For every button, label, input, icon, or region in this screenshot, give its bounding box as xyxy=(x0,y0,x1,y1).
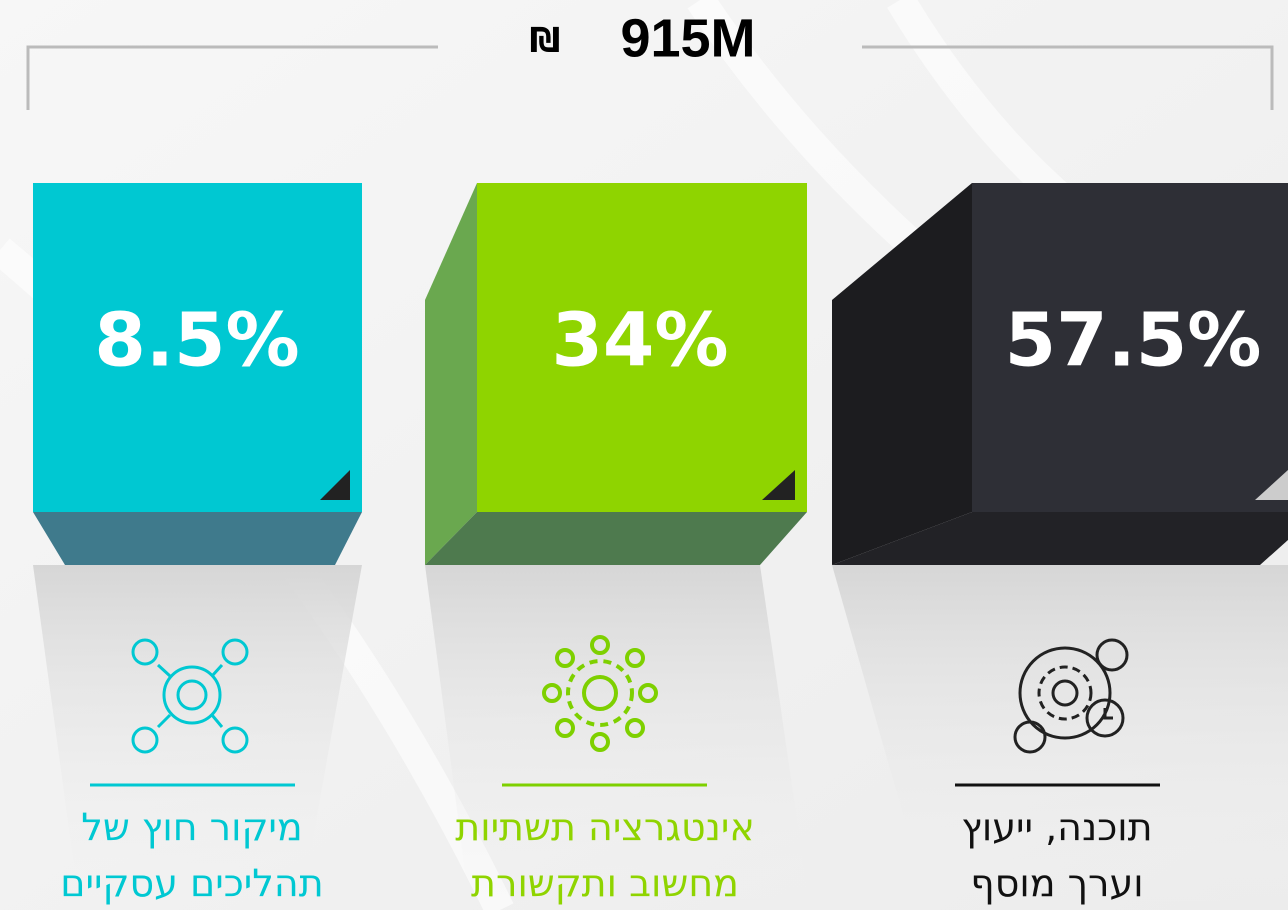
category-label: וערך מוסף xyxy=(970,862,1143,906)
currency: ₪ xyxy=(530,21,561,61)
icon-software xyxy=(1013,638,1129,754)
percentage: 8.5% xyxy=(94,298,299,384)
box-bottom xyxy=(425,512,807,565)
box-front xyxy=(477,183,807,512)
percentage: 57.5% xyxy=(1005,298,1262,384)
corner xyxy=(320,470,350,500)
category-label: מיקור חוץ של xyxy=(81,806,302,850)
icon-outsourcing xyxy=(131,638,249,754)
category-label: אינטגרציה תשתיות xyxy=(455,806,755,850)
total-amount: 915M xyxy=(620,8,755,68)
category-label: מחשוב ותקשורת xyxy=(471,862,739,906)
box-side xyxy=(832,183,972,565)
shadow xyxy=(425,565,810,910)
box-front xyxy=(33,183,362,512)
corner xyxy=(762,470,795,500)
box-bottom xyxy=(832,512,1288,565)
category-label: תוכנה, ייעוץ xyxy=(961,806,1152,850)
icon-integration xyxy=(542,635,658,752)
bracket xyxy=(26,45,1274,110)
shadow xyxy=(33,565,362,910)
box-front xyxy=(972,183,1288,512)
percentage: 34% xyxy=(551,298,728,384)
box-bottom xyxy=(33,512,362,565)
category-label: תהליכים עסקיים xyxy=(60,862,323,906)
box-side xyxy=(425,183,477,565)
corner xyxy=(1255,470,1288,500)
